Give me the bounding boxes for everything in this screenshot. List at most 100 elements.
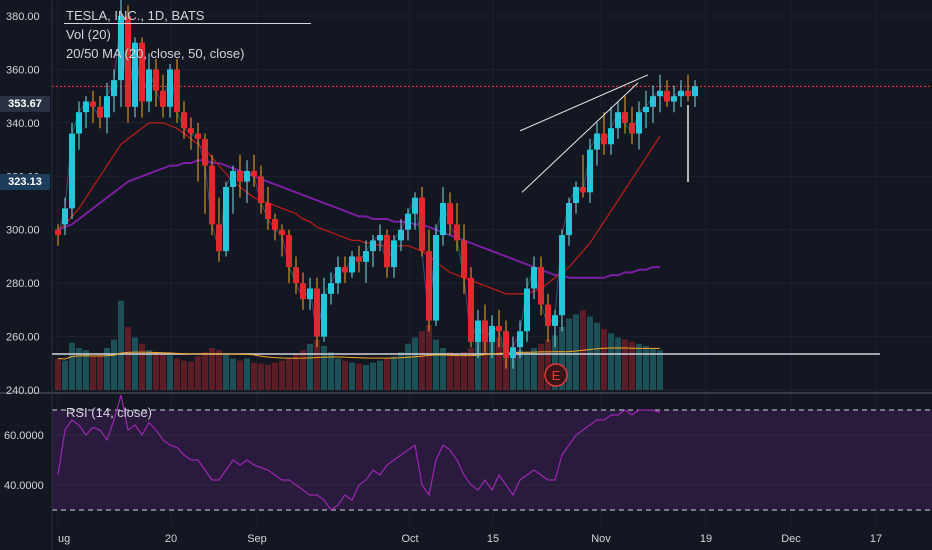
candle-body[interactable] bbox=[146, 69, 152, 102]
candle-body[interactable] bbox=[629, 122, 635, 134]
candle-body[interactable] bbox=[251, 170, 257, 177]
candle-body[interactable] bbox=[90, 101, 96, 107]
candle-body[interactable] bbox=[363, 251, 369, 262]
wedge-upper-line[interactable] bbox=[519, 74, 649, 132]
candle-body[interactable] bbox=[657, 90, 663, 97]
candle-body[interactable] bbox=[454, 224, 460, 241]
candle-body[interactable] bbox=[195, 133, 201, 139]
candle-body[interactable] bbox=[475, 320, 481, 342]
candle-body[interactable] bbox=[118, 16, 124, 81]
candle-body[interactable] bbox=[440, 203, 446, 236]
candle-body[interactable] bbox=[314, 288, 320, 337]
candle-body[interactable] bbox=[356, 256, 362, 262]
candle-body[interactable] bbox=[426, 251, 432, 321]
candle-body[interactable] bbox=[559, 235, 565, 316]
ma-legend[interactable]: 20/50 MA (20, close, 50, close) bbox=[66, 46, 244, 61]
candle-body[interactable] bbox=[510, 347, 516, 358]
candle-body[interactable] bbox=[216, 224, 222, 252]
candle-body[interactable] bbox=[230, 170, 236, 187]
price-tick-label: 280.00 bbox=[6, 278, 40, 290]
candle-body[interactable] bbox=[174, 69, 180, 113]
candle-body[interactable] bbox=[237, 170, 243, 182]
candle-body[interactable] bbox=[615, 112, 621, 129]
candle-body[interactable] bbox=[643, 106, 649, 113]
candle-body[interactable] bbox=[377, 235, 383, 241]
candle-body[interactable] bbox=[286, 235, 292, 268]
candle-body[interactable] bbox=[692, 86, 698, 97]
candle-body[interactable] bbox=[398, 229, 404, 241]
candle-body[interactable] bbox=[349, 256, 355, 273]
candle-body[interactable] bbox=[293, 267, 299, 284]
candle-body[interactable] bbox=[419, 197, 425, 252]
candle-body[interactable] bbox=[678, 90, 684, 97]
candle-body[interactable] bbox=[671, 96, 677, 102]
candle-body[interactable] bbox=[69, 133, 75, 209]
candle-body[interactable] bbox=[482, 320, 488, 342]
candle-body[interactable] bbox=[111, 80, 117, 97]
candle-body[interactable] bbox=[517, 331, 523, 348]
candle-body[interactable] bbox=[489, 325, 495, 342]
candle-body[interactable] bbox=[636, 112, 642, 134]
candle-body[interactable] bbox=[580, 186, 586, 193]
candle-body[interactable] bbox=[300, 283, 306, 300]
rsi-legend[interactable]: RSI (14, close) bbox=[66, 405, 152, 420]
wedge-lower-line[interactable] bbox=[521, 82, 639, 193]
candle-body[interactable] bbox=[503, 331, 509, 358]
candle-body[interactable] bbox=[272, 219, 278, 230]
candle-body[interactable] bbox=[55, 229, 61, 236]
candle-body[interactable] bbox=[664, 90, 670, 102]
candle-body[interactable] bbox=[685, 90, 691, 97]
candle-body[interactable] bbox=[538, 267, 544, 305]
candle-body[interactable] bbox=[104, 96, 110, 118]
candle-body[interactable] bbox=[370, 240, 376, 252]
candle-body[interactable] bbox=[167, 69, 173, 107]
candle-body[interactable] bbox=[328, 283, 334, 294]
candle-body[interactable] bbox=[608, 128, 614, 145]
candle-body[interactable] bbox=[412, 197, 418, 214]
candle-body[interactable] bbox=[97, 106, 103, 118]
candle-body[interactable] bbox=[573, 186, 579, 204]
candle-body[interactable] bbox=[265, 203, 271, 220]
candle-body[interactable] bbox=[384, 235, 390, 268]
candle-body[interactable] bbox=[650, 96, 656, 107]
candle-body[interactable] bbox=[83, 101, 89, 113]
candle-body[interactable] bbox=[342, 267, 348, 273]
candle-body[interactable] bbox=[496, 325, 502, 332]
candle-body[interactable] bbox=[594, 133, 600, 150]
candle-body[interactable] bbox=[188, 128, 194, 134]
candle-body[interactable] bbox=[552, 315, 558, 326]
candle-body[interactable] bbox=[258, 176, 264, 204]
candle-body[interactable] bbox=[545, 304, 551, 326]
candle-body[interactable] bbox=[209, 165, 215, 225]
candle-body[interactable] bbox=[76, 112, 82, 134]
candle-body[interactable] bbox=[244, 170, 250, 182]
candle-body[interactable] bbox=[132, 42, 138, 107]
candle-body[interactable] bbox=[601, 133, 607, 145]
candle-body[interactable] bbox=[391, 240, 397, 268]
earnings-marker[interactable] bbox=[544, 363, 568, 387]
candle-body[interactable] bbox=[433, 235, 439, 321]
candle-body[interactable] bbox=[587, 149, 593, 193]
candle-body[interactable] bbox=[153, 69, 159, 91]
candle-body[interactable] bbox=[181, 112, 187, 129]
candle-body[interactable] bbox=[524, 288, 530, 332]
candle-body[interactable] bbox=[468, 277, 474, 342]
candle-body[interactable] bbox=[622, 112, 628, 123]
candle-body[interactable] bbox=[531, 267, 537, 289]
candle-body[interactable] bbox=[307, 288, 313, 300]
candle-body[interactable] bbox=[202, 138, 208, 166]
candle-body[interactable] bbox=[405, 213, 411, 230]
candle-body[interactable] bbox=[461, 240, 467, 278]
candle-body[interactable] bbox=[139, 42, 145, 102]
vol-legend[interactable]: Vol (20) bbox=[66, 27, 111, 42]
candle-body[interactable] bbox=[447, 203, 453, 225]
candle-body[interactable] bbox=[125, 16, 131, 107]
candle-body[interactable] bbox=[279, 229, 285, 236]
candle-body[interactable] bbox=[321, 293, 327, 337]
candle-body[interactable] bbox=[223, 186, 229, 252]
candle-body[interactable] bbox=[335, 267, 341, 284]
candle-body[interactable] bbox=[62, 208, 68, 225]
candle-body[interactable] bbox=[566, 203, 572, 236]
candle-body[interactable] bbox=[160, 90, 166, 107]
